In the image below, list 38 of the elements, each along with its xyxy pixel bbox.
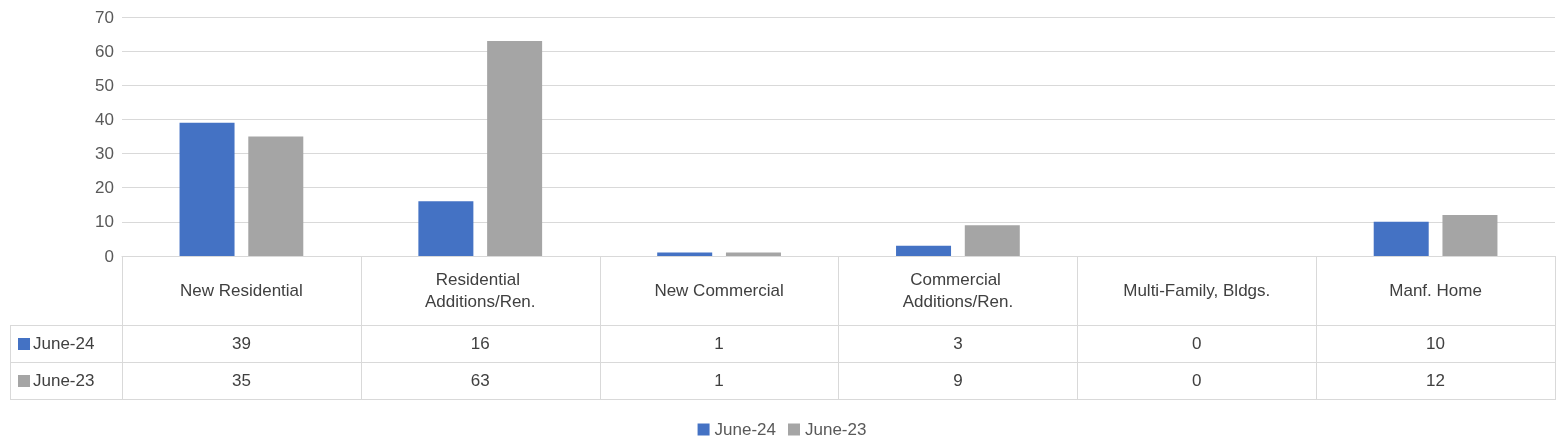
data-label: 3 xyxy=(952,332,964,355)
y-tick-label: 0 xyxy=(104,246,114,266)
text: June-24 xyxy=(714,420,776,439)
y-tick-label: 20 xyxy=(95,178,114,198)
bar xyxy=(1373,221,1429,256)
y-tick-label: 40 xyxy=(95,109,114,129)
bar xyxy=(418,201,474,256)
data-label: 1 xyxy=(713,369,725,392)
data-label: 0 xyxy=(1191,332,1203,355)
data-label: 35 xyxy=(230,369,252,392)
y-tick-label: 70 xyxy=(95,7,114,27)
legend-label: June-24 xyxy=(32,332,96,355)
y-tick-label: 30 xyxy=(95,144,114,164)
x-tick-label: Multi-Family, Bldgs. xyxy=(1123,280,1271,300)
x-tick-label: Commercial Additions/Ren. xyxy=(902,269,1014,311)
x-tick-label: New Residential xyxy=(179,280,303,300)
bar xyxy=(487,40,543,256)
data-label: 0 xyxy=(1191,369,1203,392)
data-label: 9 xyxy=(952,369,964,392)
x-tick-label: Residential Additions/Ren. xyxy=(424,269,536,311)
text: June-23 xyxy=(33,370,95,390)
data-label: 63 xyxy=(469,369,491,392)
bar xyxy=(964,225,1020,256)
y-tick-label: 10 xyxy=(95,212,114,232)
bar xyxy=(896,245,952,256)
bar xyxy=(1442,215,1498,256)
data-label: 12 xyxy=(1425,369,1447,392)
bar xyxy=(248,136,304,256)
data-label: 1 xyxy=(713,332,725,355)
x-tick-label: New Commercial xyxy=(654,280,784,300)
bar xyxy=(179,122,235,256)
data-label: 39 xyxy=(230,332,252,355)
y-tick-label: 60 xyxy=(95,41,114,61)
data-label: 10 xyxy=(1425,332,1447,355)
data-label: 16 xyxy=(469,332,491,355)
y-tick-label: 50 xyxy=(95,75,114,95)
legend-label: June-23 xyxy=(805,420,867,439)
x-tick-label: Manf. Home xyxy=(1389,280,1482,300)
